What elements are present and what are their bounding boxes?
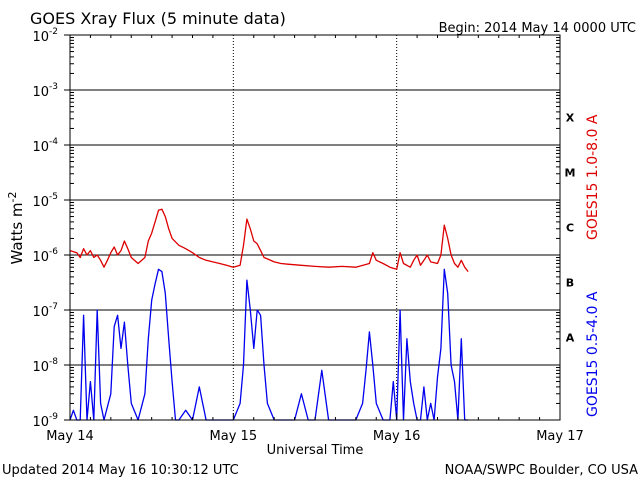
series-line-long-channel — [69, 208, 469, 272]
credit-label: NOAA/SWPC Boulder, CO USA — [445, 463, 638, 478]
updated-label: Updated 2014 May 16 10:30:12 UTC — [2, 463, 239, 478]
x-tick-labels: May 14 May 15 May 16 May 17 — [46, 429, 584, 444]
flare-class-label: A — [566, 332, 575, 345]
y-tick-label-base: 10 — [32, 250, 49, 265]
y-tick-label-exponent: -4 — [49, 137, 58, 147]
legend-long-channel: GOES15 1.0-8.0 A — [585, 114, 601, 240]
x-tick-label: May 16 — [373, 429, 421, 444]
y-tick-label-base: 10 — [32, 195, 49, 210]
flare-class-label: X — [566, 112, 575, 125]
chart-title: GOES Xray Flux (5 minute data) — [30, 9, 286, 28]
y-tick-label-base: 10 — [32, 85, 49, 100]
y-tick-label: 10-5 — [32, 192, 58, 210]
y-tick-label-base: 10 — [32, 305, 49, 320]
y-tick-label-exponent: -3 — [49, 82, 58, 92]
y-tick-label-exponent: -7 — [49, 302, 58, 312]
y-tick-label-exponent: -5 — [49, 192, 58, 202]
flare-class-label: B — [566, 277, 574, 290]
y-tick-label: 10-4 — [32, 137, 58, 155]
y-axis-label: Watts m-2 — [6, 192, 26, 265]
begin-label: Begin: 2014 May 14 0000 UTC — [439, 21, 636, 36]
y-tick-label: 10-9 — [32, 412, 58, 430]
y-tick-label-exponent: -9 — [49, 412, 58, 422]
y-tick-label: 10-8 — [32, 357, 58, 375]
axis-ticks — [64, 34, 561, 421]
flare-class-label: M — [565, 167, 576, 180]
flare-class-label: C — [566, 222, 574, 235]
x-tick-label: May 15 — [210, 429, 258, 444]
x-tick-label: May 17 — [536, 429, 584, 444]
y-tick-label: 10-7 — [32, 302, 58, 320]
y-tick-labels: 10-210-310-410-510-610-710-810-9 — [32, 27, 58, 430]
y-tick-label-base: 10 — [32, 30, 49, 45]
y-tick-label: 10-6 — [32, 247, 58, 265]
y-tick-label-base: 10 — [32, 415, 49, 430]
y-tick-label: 10-2 — [32, 27, 58, 45]
legend-short-channel: GOES15 0.5-4.0 A — [585, 291, 601, 417]
x-tick-label: May 14 — [46, 429, 94, 444]
y-tick-label-exponent: -2 — [49, 27, 58, 37]
y-tick-label-base: 10 — [32, 360, 49, 375]
y-tick-label: 10-3 — [32, 82, 58, 100]
flare-class-labels: X M C B A — [565, 112, 576, 345]
y-tick-label-exponent: -6 — [49, 247, 58, 257]
grid-lines — [70, 34, 560, 421]
y-tick-label-base: 10 — [32, 140, 49, 155]
y-tick-label-exponent: -8 — [49, 357, 58, 367]
y-axis-label-text: Watts m — [8, 202, 26, 264]
x-axis-label: Universal Time — [267, 443, 364, 458]
y-axis-label-exponent: -2 — [6, 192, 19, 203]
